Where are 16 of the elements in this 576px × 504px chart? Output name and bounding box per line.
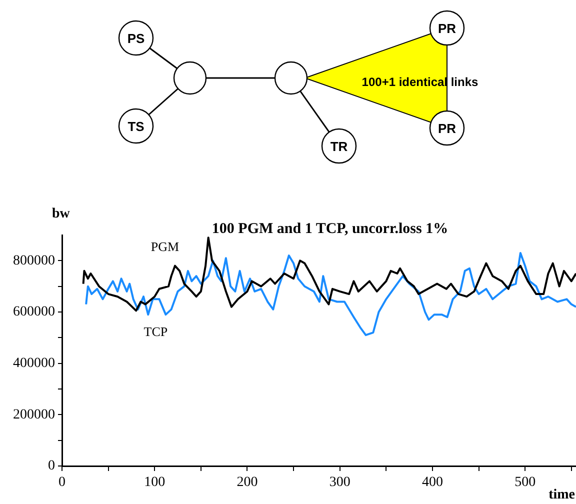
x-tick-label: 0 <box>58 475 66 490</box>
y-tick-label: 0 <box>48 458 55 474</box>
x-tick-label: 300 <box>329 475 350 490</box>
series-label: PGM <box>150 239 180 254</box>
x-axis-title: time <box>548 488 575 503</box>
y-tick-label: 200000 <box>13 407 55 422</box>
y-axis-title: bw <box>52 206 71 222</box>
y-tick-label: 600000 <box>13 304 55 320</box>
x-tick-label: 200 <box>236 475 258 490</box>
y-tick-label: 400000 <box>13 356 55 372</box>
x-tick-label: 400 <box>422 475 443 490</box>
chart-title: 100 PGM and 1 TCP, uncorr.loss 1% <box>212 220 448 237</box>
y-tick-label: 800000 <box>13 253 55 268</box>
series-label: TCP <box>144 324 168 339</box>
x-tick-label: 100 <box>144 475 166 490</box>
x-tick-label: 500 <box>514 475 536 490</box>
